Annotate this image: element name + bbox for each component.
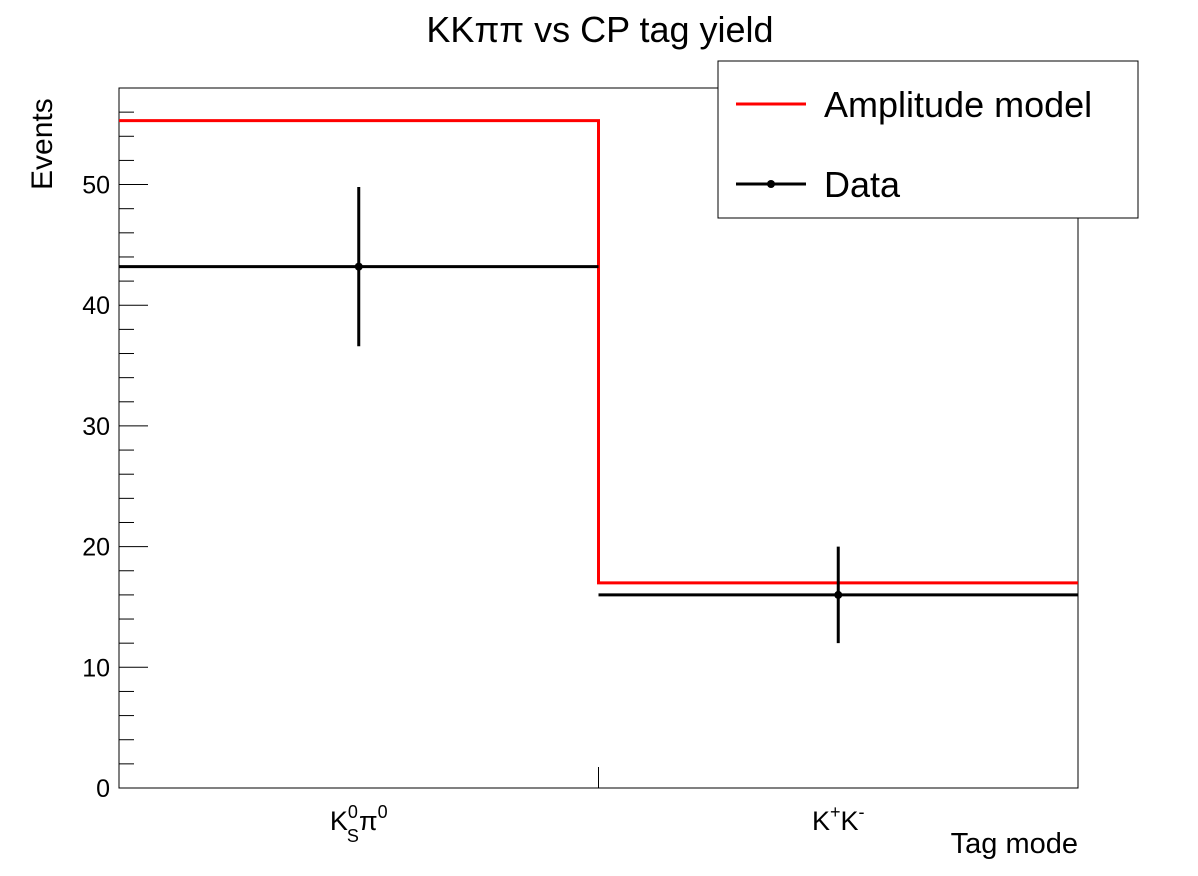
chart-title: KKππ vs CP tag yield — [426, 9, 773, 50]
y-axis-label: Events — [26, 98, 59, 190]
x-tick-label: K+K- — [812, 802, 865, 836]
legend-label: Data — [824, 164, 901, 205]
x-tick-label-part: π — [359, 806, 378, 836]
x-tick-label-part: K — [841, 806, 859, 836]
x-tick-label-part: K — [330, 806, 348, 836]
y-tick-label: 20 — [82, 534, 110, 562]
x-tick-label-part: K — [812, 806, 830, 836]
y-tick-label: 50 — [82, 172, 110, 200]
y-axis: 0 10 20 30 40 50 — [82, 111, 148, 803]
y-tick-label: 30 — [82, 413, 110, 441]
y-tick-label: 0 — [96, 775, 110, 803]
x-tick-label-part: - — [859, 802, 865, 822]
x-tick-label-part: S — [347, 826, 359, 846]
legend-box — [717, 60, 1139, 219]
x-tick-label-part: 0 — [348, 802, 358, 822]
x-axis-label: Tag mode — [951, 828, 1078, 860]
y-tick-label: 10 — [82, 654, 110, 682]
data-point — [834, 590, 843, 599]
x-tick-label: K0 Sπ0 — [330, 802, 388, 846]
legend-marker — [767, 180, 775, 188]
x-tick-label-part: + — [830, 802, 841, 822]
legend-label: Amplitude model — [824, 84, 1092, 125]
legend: Amplitude model Data — [717, 60, 1139, 219]
x-tick-label-part: 0 — [378, 802, 388, 822]
series-layer — [119, 119, 1078, 644]
y-tick-label: 40 — [82, 292, 110, 320]
x-axis: K0 Sπ0 K+K- — [330, 767, 865, 846]
data-point — [354, 262, 363, 271]
